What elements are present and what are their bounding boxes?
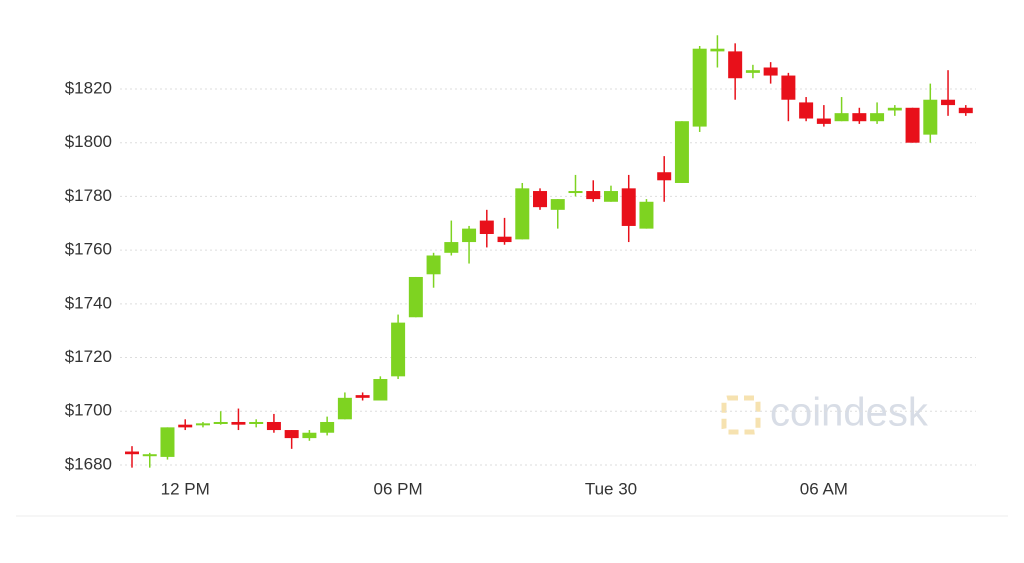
candle-body — [479, 220, 494, 235]
watermark: coindesk — [770, 391, 929, 435]
candle-body — [781, 75, 796, 100]
candle-body — [870, 113, 885, 122]
candle-body — [444, 242, 459, 253]
candle-body — [462, 228, 477, 243]
candle-body — [266, 421, 281, 431]
y-tick-label: $1740 — [65, 293, 112, 312]
y-tick-label: $1680 — [65, 454, 112, 473]
candle-body — [337, 397, 352, 420]
x-tick-label: 12 PM — [161, 479, 210, 498]
candle-body — [320, 421, 335, 433]
candle-body — [586, 191, 601, 200]
candle-body — [852, 113, 867, 122]
candle-body — [941, 99, 956, 106]
candle-body — [391, 322, 406, 377]
candle-body — [142, 454, 157, 457]
candle-body — [923, 99, 938, 135]
candle-body — [408, 276, 423, 318]
candle-body — [621, 188, 636, 226]
candle-body — [728, 51, 743, 79]
candle-body — [355, 395, 370, 398]
candle-body — [710, 48, 725, 52]
y-tick-label: $1720 — [65, 347, 112, 366]
x-tick-label: 06 PM — [374, 479, 423, 498]
candle-body — [745, 70, 760, 73]
candle-body — [178, 424, 193, 428]
candle-body — [195, 423, 210, 426]
candle-body — [657, 172, 672, 181]
y-tick-label: $1820 — [65, 78, 112, 97]
candle-body — [231, 421, 246, 425]
x-tick-label: Tue 30 — [585, 479, 637, 498]
candle-body — [763, 67, 778, 76]
candle-body — [302, 432, 317, 439]
candle-body — [834, 113, 849, 122]
candle-body — [373, 379, 388, 401]
y-tick-label: $1780 — [65, 186, 112, 205]
candle-body — [639, 201, 654, 229]
candle-body — [533, 191, 548, 208]
candle-body — [816, 118, 831, 124]
y-tick-label: $1800 — [65, 132, 112, 151]
candle-body — [550, 199, 565, 210]
y-tick-label: $1760 — [65, 240, 112, 259]
candle-body — [603, 191, 618, 202]
candle-body — [426, 255, 441, 275]
y-tick-label: $1700 — [65, 401, 112, 420]
candle-body — [799, 102, 814, 119]
candle-body — [958, 107, 973, 114]
candle-body — [887, 107, 902, 111]
candle-body — [284, 430, 299, 439]
candle-body — [160, 427, 175, 457]
candle-body — [213, 421, 228, 424]
x-tick-label: 06 AM — [800, 479, 848, 498]
candle-body — [905, 107, 920, 143]
candle-body — [515, 188, 530, 240]
candle-body — [497, 236, 512, 243]
candle-body — [674, 121, 689, 183]
candle-body — [692, 48, 707, 127]
candle-body — [568, 191, 583, 194]
watermark-logo — [721, 395, 761, 435]
candle-body — [125, 451, 139, 455]
candle-body — [249, 421, 264, 424]
